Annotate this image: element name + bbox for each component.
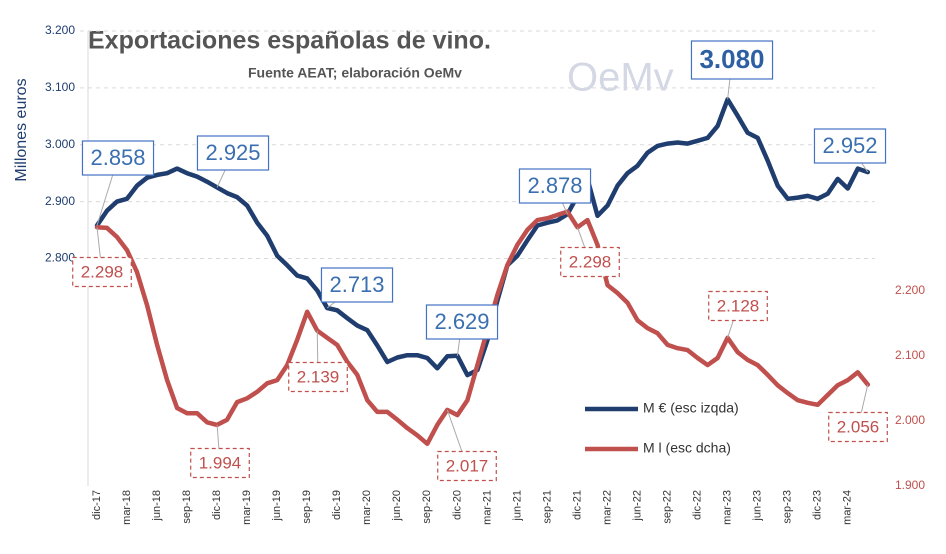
x-tick-label: jun-19 [271, 490, 283, 522]
x-tick-label: sep-18 [181, 490, 193, 524]
y-tick-label: 2.900 [45, 194, 75, 208]
label-box [560, 246, 620, 278]
data-label: 2.952 [813, 128, 887, 173]
x-tick-label: mar-20 [361, 490, 373, 525]
label-box [828, 411, 888, 443]
y2-tick-label: 2.000 [895, 413, 925, 427]
value-label: 2.056 [837, 417, 880, 436]
value-label: 2.858 [90, 145, 145, 170]
value-label: 1.994 [199, 453, 242, 472]
x-tick-label: dic-21 [571, 490, 583, 520]
value-label: 2.139 [297, 367, 340, 386]
y-tick-label: 3.000 [45, 137, 75, 151]
data-label: 2.298 [560, 227, 620, 278]
data-label: 2.629 [425, 304, 499, 356]
y2-tick-label: 1.900 [895, 478, 925, 492]
x-tick-label: sep-20 [421, 490, 433, 524]
value-label: 2.017 [446, 456, 489, 475]
y-axis-label: Millones euros [13, 78, 30, 181]
data-label: 2.017 [437, 409, 497, 482]
y-tick-label: 3.100 [45, 80, 75, 94]
label-box [72, 256, 132, 288]
value-label: 2.952 [822, 133, 877, 158]
x-tick-label: jun-23 [752, 490, 764, 522]
legend-label: M l (esc dcha) [643, 440, 731, 456]
x-tick-label: sep-19 [301, 490, 313, 524]
value-label: 2.298 [81, 262, 124, 281]
y2-tick-label: 2.200 [895, 283, 925, 297]
y2-tick-label: 2.100 [895, 348, 925, 362]
data-label: 1.994 [190, 424, 250, 479]
data-label: 2.925 [196, 135, 270, 188]
data-label: 2.128 [708, 290, 768, 338]
x-tick-label: dic-18 [211, 490, 223, 520]
label-box [425, 304, 499, 340]
data-label: 2.713 [320, 267, 394, 309]
data-label: 3.080 [690, 40, 774, 100]
x-tick-label: sep-23 [782, 490, 794, 524]
x-tick-label: mar-21 [481, 490, 493, 525]
x-tick-label: mar-19 [241, 490, 253, 525]
value-label: 2.925 [205, 140, 260, 165]
y-tick-label: 2.800 [45, 251, 75, 265]
x-tick-label: jun-18 [151, 490, 163, 522]
x-tick-label: mar-24 [842, 490, 854, 525]
x-tick-label: dic-20 [451, 490, 463, 520]
label-box [81, 140, 155, 176]
x-tick-label: dic-22 [692, 490, 704, 520]
label-box [190, 447, 250, 479]
value-label: 2.713 [329, 272, 384, 297]
x-tick-label: mar-22 [601, 490, 613, 525]
x-tick-label: mar-23 [722, 490, 734, 525]
label-box [813, 128, 887, 164]
x-tick-label: sep-21 [541, 490, 553, 524]
legend-label: M € (esc izqda) [643, 400, 739, 416]
label-box [196, 135, 270, 171]
data-label: 2.298 [72, 227, 132, 288]
label-box [708, 290, 768, 322]
x-tick-label: dic-17 [91, 490, 103, 520]
label-box [288, 361, 348, 393]
value-label: 2.629 [434, 309, 489, 334]
value-label: 2.298 [569, 252, 612, 271]
label-box [437, 450, 497, 482]
x-tick-label: dic-19 [331, 490, 343, 520]
value-label: 3.080 [699, 44, 764, 74]
x-tick-label: jun-21 [511, 490, 523, 522]
y-tick-label: 3.200 [45, 23, 75, 37]
x-tick-label: dic-23 [812, 490, 824, 520]
series-line [94, 209, 871, 447]
data-label: 2.139 [288, 330, 348, 393]
logo: OeMv [567, 56, 674, 100]
value-label: 2.128 [717, 296, 760, 315]
x-tick-label: jun-20 [391, 490, 403, 522]
data-label: 2.878 [518, 168, 592, 215]
x-tick-label: mar-18 [121, 490, 133, 525]
value-label: 2.878 [527, 173, 582, 198]
x-tick-label: sep-22 [661, 490, 673, 524]
label-box [690, 40, 774, 80]
data-label: 2.858 [81, 140, 155, 226]
label-box [518, 168, 592, 204]
data-label: 2.056 [828, 384, 888, 443]
label-box [320, 267, 394, 303]
chart-subtitle: Fuente AEAT; elaboración OeMv [248, 65, 462, 81]
x-tick-label: jun-22 [631, 490, 643, 522]
